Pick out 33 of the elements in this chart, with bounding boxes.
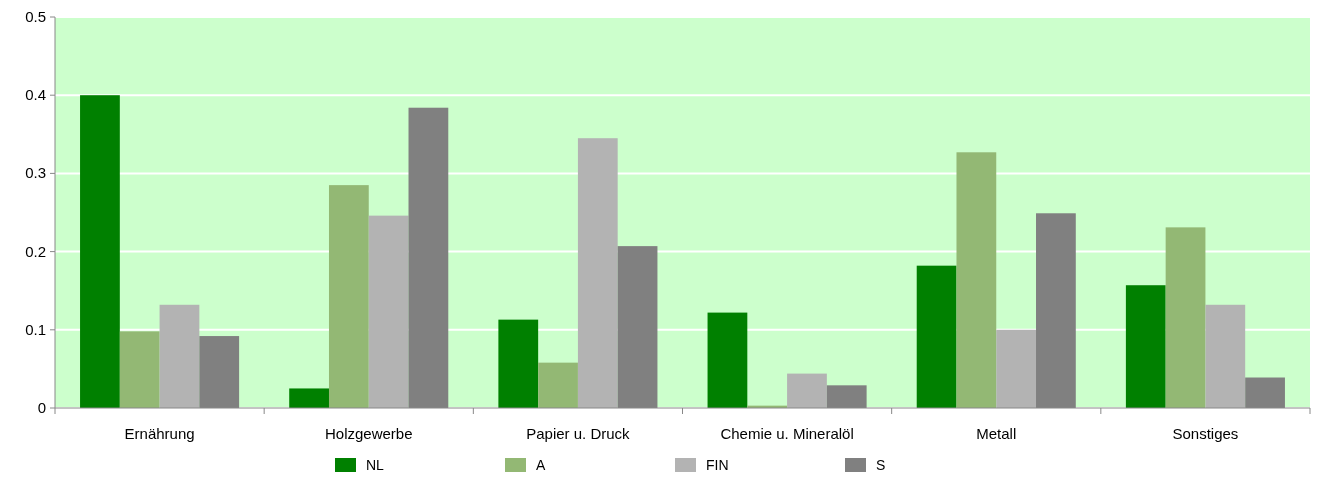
- legend-label: FIN: [706, 457, 729, 473]
- legend-label: NL: [366, 457, 385, 473]
- bar: [80, 95, 120, 408]
- bar: [916, 265, 957, 408]
- bar: [159, 304, 200, 408]
- bar: [119, 331, 160, 408]
- bar: [1205, 304, 1246, 408]
- legend-label: S: [876, 457, 886, 473]
- bar: [1125, 285, 1166, 408]
- bar: [956, 152, 997, 408]
- bar: [368, 215, 409, 408]
- y-tick-label: 0.4: [25, 86, 46, 104]
- bar: [289, 388, 329, 408]
- y-tick-label: 0: [37, 399, 46, 416]
- y-tick-label: 0.2: [25, 242, 46, 260]
- x-tick-label: Papier u. Druck: [526, 425, 631, 442]
- legend-label: A: [536, 457, 546, 473]
- y-tick-label: 0.3: [25, 164, 46, 182]
- bar: [498, 319, 539, 408]
- bar: [996, 329, 1037, 408]
- y-tick-label: 0.1: [25, 320, 46, 338]
- bar: [1165, 227, 1206, 408]
- bar: [577, 138, 618, 408]
- x-tick-label: Metall: [976, 425, 1017, 442]
- bar: [707, 312, 748, 408]
- x-tick-label: Holzgewerbe: [324, 425, 413, 442]
- x-tick-label: Chemie u. Mineralöl: [720, 425, 854, 442]
- x-tick-label: Sonstiges: [1172, 425, 1239, 442]
- y-tick-label: 0.5: [25, 8, 46, 25]
- bar: [787, 373, 827, 408]
- bar: [328, 185, 369, 408]
- bar: [538, 362, 578, 408]
- x-tick-label: Ernährung: [124, 425, 195, 442]
